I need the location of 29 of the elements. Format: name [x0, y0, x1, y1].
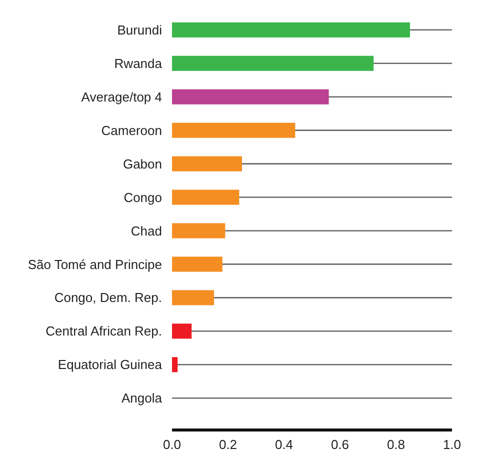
y-tick-label: Cameroon	[101, 122, 162, 138]
y-tick-label: Central African Rep.	[46, 324, 162, 339]
y-tick-label: São Tomé and Principe	[28, 256, 162, 272]
y-tick-label: Congo	[124, 190, 162, 205]
y-tick-label: Angola	[122, 390, 163, 406]
bar	[172, 357, 178, 372]
bar	[172, 89, 329, 104]
x-tick-label: 0.2	[218, 437, 238, 452]
y-tick-label: Burundi	[117, 22, 162, 38]
bar	[172, 122, 296, 138]
y-tick-label: Gabon	[122, 156, 162, 172]
y-tick-label: Equatorial Guinea	[58, 357, 163, 372]
x-tick-label: 0.8	[386, 437, 406, 452]
x-tick-label: 0.4	[274, 437, 294, 452]
bar	[172, 190, 240, 205]
y-tick-label: Congo, Dem. Rep.	[54, 290, 162, 306]
bar	[172, 290, 214, 306]
x-tick-label: 0.0	[162, 437, 182, 452]
y-tick-label: Average/top 4	[81, 89, 162, 104]
x-tick-label: 0.6	[330, 437, 350, 452]
x-tick-label: 1.0	[442, 437, 462, 452]
bar	[172, 324, 192, 339]
y-tick-label: Chad	[130, 223, 162, 238]
bar	[172, 256, 222, 272]
bar	[172, 56, 374, 71]
bar	[172, 22, 410, 38]
y-tick-label: Rwanda	[114, 56, 163, 71]
bar	[172, 223, 226, 238]
bar	[172, 156, 242, 172]
